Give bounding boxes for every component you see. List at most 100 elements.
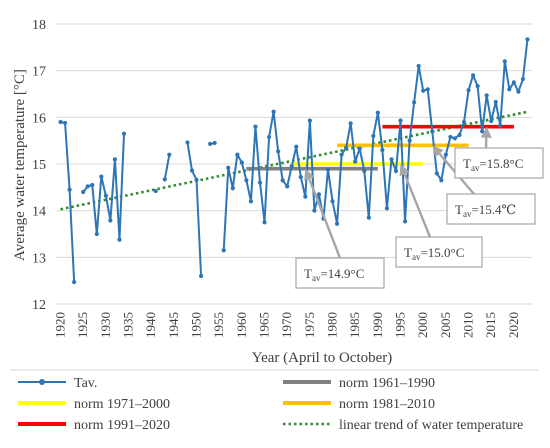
x-tick-labels: 1920 1925 1930 1935 1940 1945 1950 1955 1960 1965… bbox=[53, 312, 521, 338]
data-point bbox=[353, 159, 358, 164]
data-point bbox=[507, 87, 512, 92]
data-point bbox=[457, 132, 462, 138]
data-point bbox=[294, 144, 299, 149]
data-point bbox=[198, 273, 204, 279]
data-point bbox=[94, 231, 99, 237]
x-tick-label: 2010 bbox=[461, 312, 476, 338]
data-point bbox=[493, 99, 498, 105]
y-tick-label: 15 bbox=[32, 158, 46, 173]
data-point bbox=[325, 167, 331, 172]
data-point bbox=[262, 220, 267, 225]
data-point bbox=[257, 180, 263, 185]
x-tick-label: 2020 bbox=[506, 312, 521, 338]
annotation-label: Tav=15.4℃ bbox=[455, 202, 516, 219]
data-point bbox=[208, 141, 213, 147]
annotations-layer: Tav=14.9°C Tav=15.0°C Tav=15.4℃ Tav=15.8°C bbox=[295, 126, 544, 289]
x-tick-label: 2015 bbox=[483, 312, 498, 338]
data-point bbox=[185, 140, 190, 145]
x-tick-label: 1995 bbox=[393, 312, 408, 338]
data-point bbox=[221, 248, 226, 253]
series-line bbox=[186, 142, 203, 277]
data-point bbox=[466, 88, 471, 93]
data-point bbox=[62, 120, 68, 126]
data-point bbox=[375, 110, 380, 115]
data-point bbox=[430, 129, 435, 134]
x-tick-label: 1925 bbox=[75, 312, 90, 338]
data-point bbox=[235, 152, 240, 157]
data-point bbox=[480, 129, 485, 134]
data-point bbox=[389, 157, 394, 162]
annotation-label: Tav=14.9°C bbox=[304, 266, 364, 283]
x-tick-label: 1970 bbox=[279, 312, 294, 338]
data-point bbox=[439, 178, 444, 183]
legend-label: norm 1961–1990 bbox=[339, 376, 435, 391]
annotation-arrowhead bbox=[432, 145, 444, 158]
y-tick-label: 14 bbox=[32, 205, 46, 220]
data-point bbox=[416, 63, 421, 69]
data-point bbox=[371, 133, 376, 139]
data-point bbox=[407, 138, 412, 143]
data-point bbox=[330, 199, 335, 204]
x-tick-label: 1980 bbox=[325, 312, 340, 338]
data-point bbox=[339, 152, 344, 157]
data-point bbox=[67, 187, 72, 192]
data-point bbox=[461, 119, 467, 125]
series-line bbox=[82, 133, 125, 241]
data-point bbox=[230, 186, 235, 191]
annotation-base: T bbox=[455, 202, 463, 217]
annotation-label: Tav=15.8°C bbox=[463, 156, 523, 173]
y-tick-label: 13 bbox=[32, 251, 46, 266]
annotation-base: T bbox=[404, 245, 412, 260]
annotation-subscript: av bbox=[412, 252, 421, 262]
annotation-arrowhead bbox=[480, 126, 492, 138]
data-point bbox=[266, 134, 272, 140]
data-point bbox=[362, 168, 367, 174]
data-point bbox=[194, 177, 199, 182]
data-point bbox=[511, 80, 516, 85]
y-tick-label: 12 bbox=[32, 298, 46, 313]
data-point bbox=[484, 93, 489, 98]
annotation-subscript: av bbox=[312, 273, 321, 283]
grid-lines bbox=[56, 23, 532, 305]
legend-marker-tav bbox=[39, 379, 45, 385]
temperature-series-layer bbox=[58, 37, 530, 285]
data-point bbox=[470, 73, 476, 78]
data-point bbox=[212, 140, 217, 146]
annotation-box bbox=[454, 147, 544, 179]
data-point bbox=[412, 100, 417, 105]
annotation-subscript: av bbox=[471, 163, 480, 173]
data-point bbox=[384, 206, 390, 211]
data-point bbox=[276, 149, 281, 154]
annotation-box bbox=[395, 236, 483, 268]
data-point bbox=[271, 109, 276, 114]
annotation-label: Tav=15.0°C bbox=[404, 245, 464, 262]
data-point bbox=[289, 164, 294, 169]
annotation-subscript: av bbox=[463, 209, 472, 219]
x-tick-label: 1945 bbox=[166, 312, 181, 338]
annotation-arrowhead bbox=[399, 164, 410, 177]
data-point bbox=[239, 160, 244, 165]
data-point bbox=[280, 178, 285, 183]
x-tick-label: 1990 bbox=[370, 312, 385, 338]
data-point bbox=[516, 89, 521, 94]
data-point bbox=[117, 237, 122, 242]
y-tick-label: 17 bbox=[32, 65, 46, 80]
data-point bbox=[502, 59, 507, 64]
x-tick-label: 2005 bbox=[438, 312, 453, 338]
data-point bbox=[357, 146, 362, 151]
x-tick-label: 2000 bbox=[415, 312, 430, 338]
data-point bbox=[520, 76, 526, 82]
x-axis-label: Year (April to October) bbox=[252, 350, 393, 366]
data-point bbox=[99, 174, 104, 179]
x-tick-label: 1930 bbox=[98, 312, 113, 338]
y-tick-labels: 12 13 14 15 16 17 18 bbox=[32, 18, 46, 313]
x-tick-label: 1920 bbox=[53, 312, 68, 338]
legend: Tav. norm 1961–1990 norm 1971–2000 norm 198… bbox=[18, 376, 523, 433]
data-point bbox=[108, 218, 113, 223]
data-point bbox=[425, 87, 430, 92]
annotation-arrow bbox=[403, 173, 432, 238]
data-point bbox=[58, 119, 63, 125]
data-point bbox=[344, 145, 349, 150]
data-point bbox=[334, 221, 340, 226]
